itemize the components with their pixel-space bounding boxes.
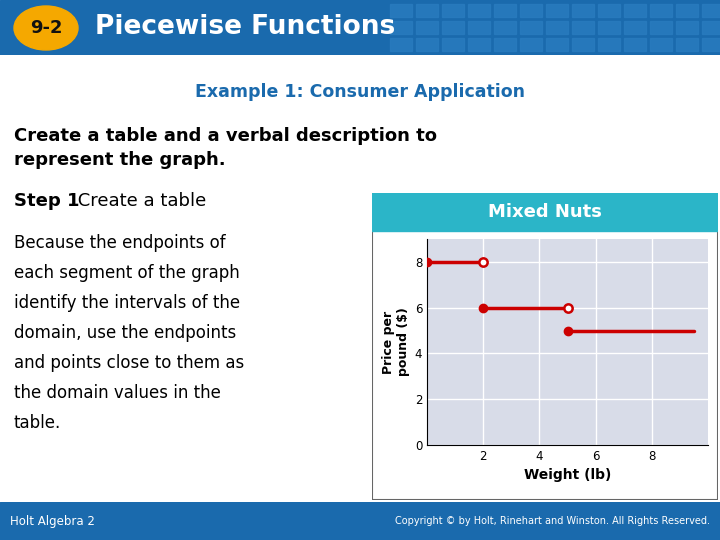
Bar	[598, 38, 620, 51]
Bar	[416, 21, 438, 34]
Bar	[442, 21, 464, 34]
Bar	[676, 4, 698, 17]
Bar	[546, 38, 568, 51]
Bar	[390, 38, 412, 51]
Bar	[572, 21, 594, 34]
Text: and points close to them as: and points close to them as	[14, 354, 244, 372]
Bar	[468, 4, 490, 17]
Text: table.: table.	[14, 414, 61, 432]
Text: domain, use the endpoints: domain, use the endpoints	[14, 324, 236, 342]
Bar	[702, 38, 720, 51]
Ellipse shape	[14, 6, 78, 50]
Bar	[650, 21, 672, 34]
Bar	[676, 21, 698, 34]
Text: 9-2: 9-2	[30, 19, 62, 37]
Y-axis label: Price per
pound ($): Price per pound ($)	[382, 308, 410, 376]
Text: Piecewise Functions: Piecewise Functions	[95, 15, 395, 40]
Text: each segment of the graph: each segment of the graph	[14, 264, 240, 282]
Bar	[442, 4, 464, 17]
Bar	[520, 21, 542, 34]
Bar	[572, 4, 594, 17]
Bar	[520, 4, 542, 17]
Text: Create a table: Create a table	[72, 192, 206, 210]
Text: Copyright © by Holt, Rinehart and Winston. All Rights Reserved.: Copyright © by Holt, Rinehart and Winsto…	[395, 516, 710, 526]
Bar	[546, 4, 568, 17]
Bar	[702, 21, 720, 34]
Bar	[494, 4, 516, 17]
Bar	[598, 21, 620, 34]
Bar	[520, 38, 542, 51]
Bar	[468, 38, 490, 51]
Bar	[650, 38, 672, 51]
Bar	[702, 4, 720, 17]
Text: Holt Algebra 2: Holt Algebra 2	[10, 515, 95, 528]
Bar	[494, 21, 516, 34]
Text: Because the endpoints of: Because the endpoints of	[14, 234, 225, 252]
Text: identify the intervals of the: identify the intervals of the	[14, 294, 240, 312]
Bar	[372, 193, 718, 231]
Bar	[650, 4, 672, 17]
Bar	[416, 4, 438, 17]
Text: the domain values in the: the domain values in the	[14, 384, 221, 402]
Bar	[390, 21, 412, 34]
Bar	[676, 38, 698, 51]
Bar	[572, 38, 594, 51]
Text: Example 1: Consumer Application: Example 1: Consumer Application	[195, 83, 525, 101]
Bar	[416, 38, 438, 51]
Text: Step 1: Step 1	[14, 192, 79, 210]
X-axis label: Weight (lb): Weight (lb)	[524, 468, 611, 482]
Bar	[624, 4, 646, 17]
Bar	[624, 21, 646, 34]
Text: Create a table and a verbal description to: Create a table and a verbal description …	[14, 127, 437, 145]
Bar	[390, 4, 412, 17]
Text: represent the graph.: represent the graph.	[14, 151, 225, 169]
Text: Mixed Nuts: Mixed Nuts	[488, 203, 602, 221]
Bar	[468, 21, 490, 34]
Bar	[546, 21, 568, 34]
Bar	[598, 4, 620, 17]
Bar	[494, 38, 516, 51]
Bar	[442, 38, 464, 51]
Bar	[624, 38, 646, 51]
